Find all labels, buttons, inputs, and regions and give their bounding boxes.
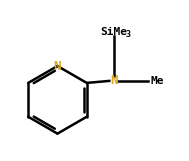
Text: N: N <box>110 74 118 87</box>
Text: SiMe: SiMe <box>100 27 127 37</box>
Text: Me: Me <box>151 76 164 85</box>
Text: N: N <box>54 60 61 72</box>
Text: 3: 3 <box>126 30 131 39</box>
